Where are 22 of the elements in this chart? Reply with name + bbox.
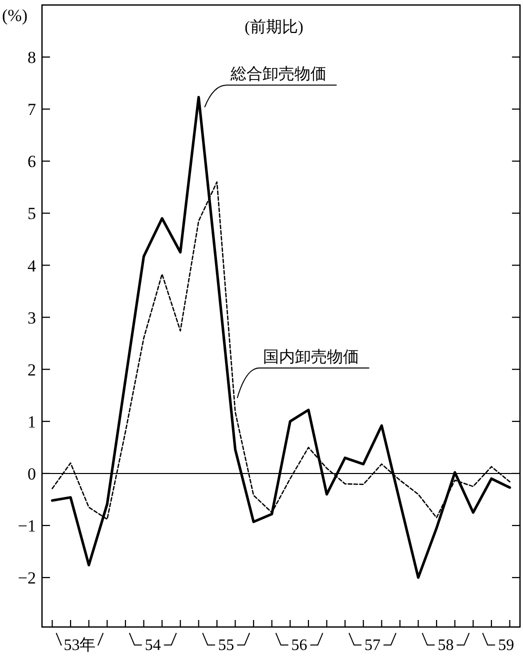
x-tick-label: 57: [364, 637, 380, 654]
y-axis-title: (%): [2, 6, 28, 25]
y-tick-label: 8: [28, 48, 36, 68]
text: 総合卸売物価: [230, 65, 327, 84]
x-tick-label: 53年: [64, 637, 96, 654]
y-tick-label: 5: [28, 204, 36, 224]
x-tick-label: 59: [498, 637, 514, 654]
x-tick-label: 56: [291, 637, 308, 654]
annotation: (前期比): [244, 18, 304, 36]
y-tick-label: 7: [28, 100, 36, 120]
series-label: 国内卸売物価: [263, 348, 360, 366]
y-tick-label: 6: [28, 152, 36, 172]
x-tick-label: 58: [438, 637, 454, 654]
y-tick-label: 2: [28, 360, 36, 380]
x-tick-label: 55: [218, 637, 234, 654]
y-tick-label: 4: [28, 256, 36, 276]
y-tick-label: 3: [28, 308, 36, 328]
y-tick-label: −1: [18, 516, 36, 536]
y-tick-label: −2: [18, 568, 36, 588]
y-tick-label: 1: [28, 412, 36, 432]
y-tick-label: 0: [28, 464, 36, 484]
x-tick-label: 54: [144, 637, 161, 654]
